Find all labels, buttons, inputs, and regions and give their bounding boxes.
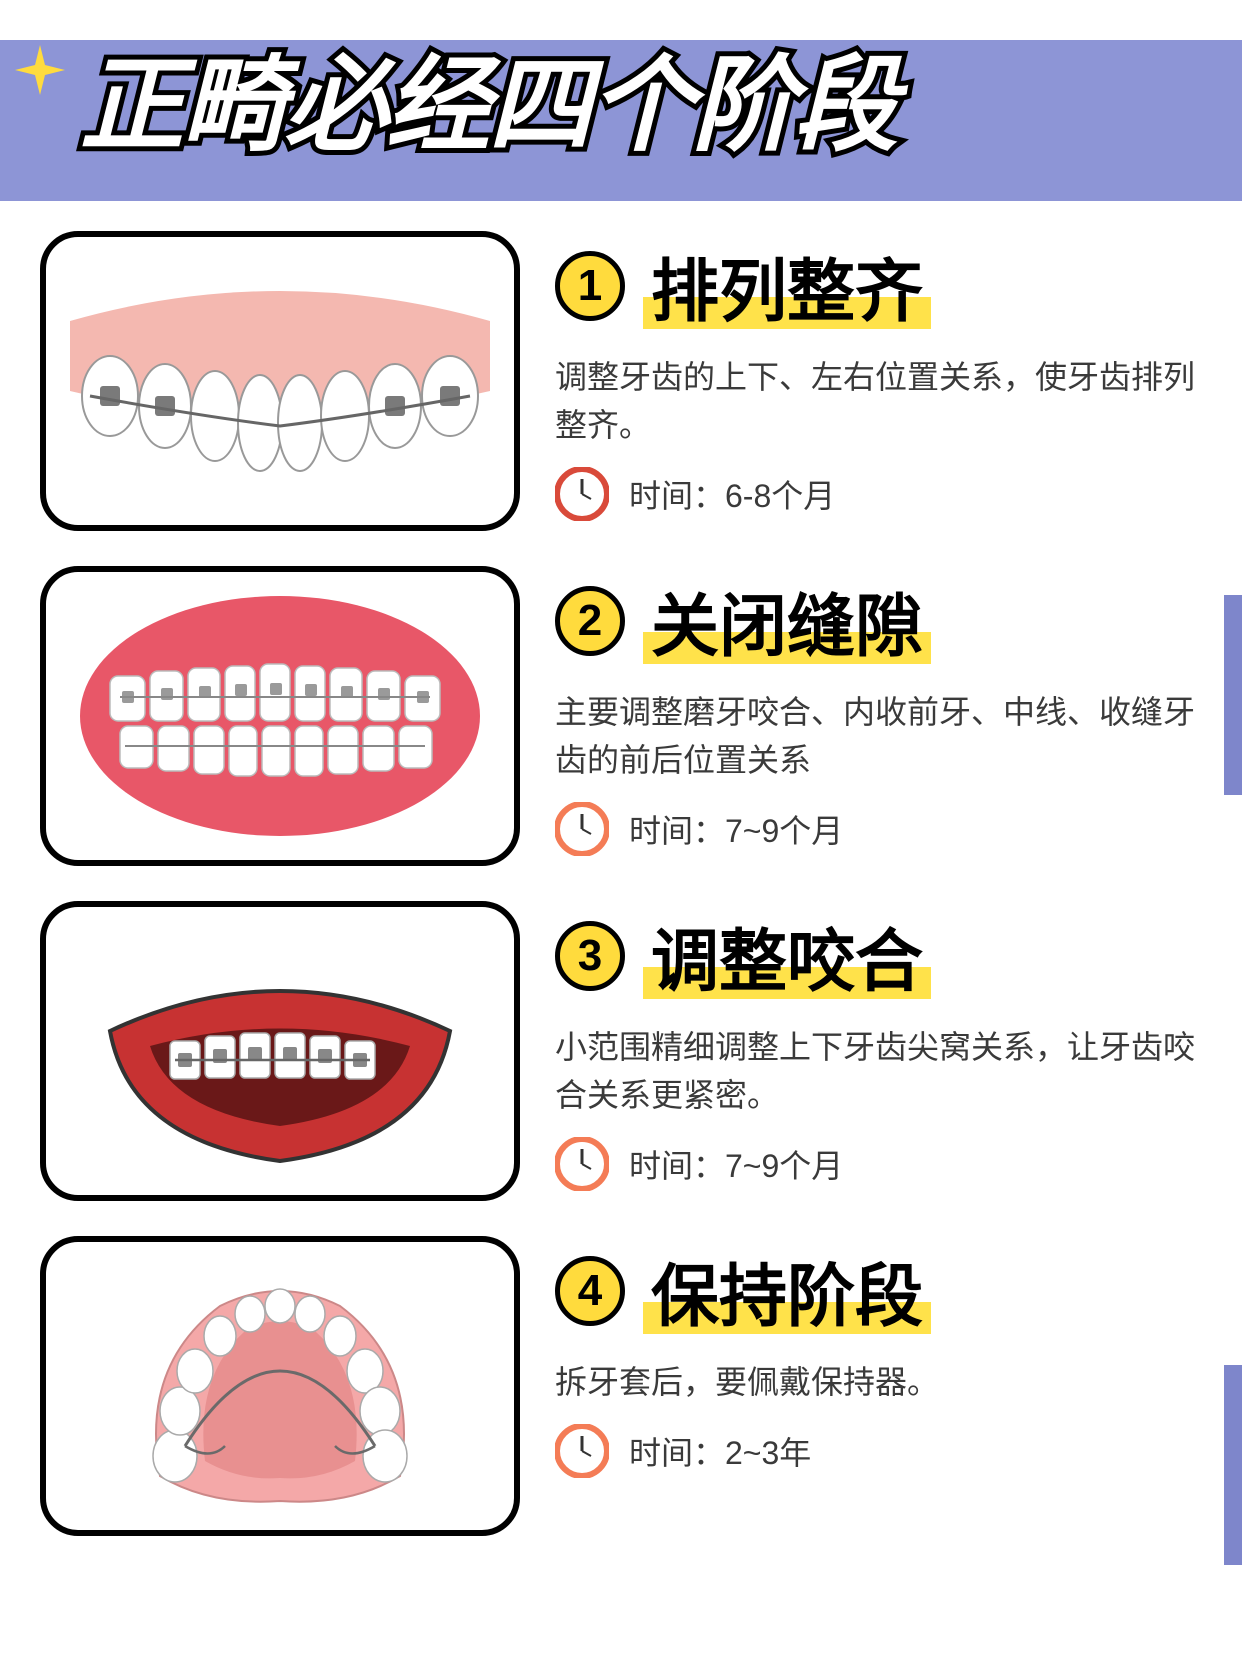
clock-icon: [555, 802, 609, 856]
stage-time-1: 时间：6-8个月: [629, 471, 835, 517]
stage-desc-2: 主要调整磨牙咬合、内收前牙、中线、收缝牙齿的前后位置关系: [555, 688, 1202, 784]
accent-bar-1: [1224, 595, 1242, 795]
stage-number-1: 1: [555, 251, 625, 321]
illustration-4: [40, 1236, 520, 1536]
illustration-2: [40, 566, 520, 866]
stage-3: 3 调整咬合 小范围精细调整上下牙齿尖窝关系，让牙齿咬合关系更紧密。 时间：7~…: [40, 901, 1202, 1201]
stages-container: 1 排列整齐 调整牙齿的上下、左右位置关系，使牙齿排列整齐。 时间：6-8个月: [0, 201, 1242, 1591]
stage-number-3: 3: [555, 921, 625, 991]
clock-icon: [555, 467, 609, 521]
stage-desc-1: 调整牙齿的上下、左右位置关系，使牙齿排列整齐。: [555, 353, 1202, 449]
stage-title-3: 调整咬合: [643, 906, 931, 1005]
stage-1: 1 排列整齐 调整牙齿的上下、左右位置关系，使牙齿排列整齐。 时间：6-8个月: [40, 231, 1202, 531]
accent-bar-2: [1224, 1365, 1242, 1565]
stage-2: 2 关闭缝隙 主要调整磨牙咬合、内收前牙、中线、收缝牙齿的前后位置关系 时间：7…: [40, 566, 1202, 866]
stage-title-1: 排列整齐: [643, 236, 931, 335]
illustration-1: [40, 231, 520, 531]
illustration-3: [40, 901, 520, 1201]
clock-icon: [555, 1137, 609, 1191]
clock-icon: [555, 1424, 609, 1478]
stage-title-2: 关闭缝隙: [643, 571, 931, 670]
stage-4: 4 保持阶段 拆牙套后，要佩戴保持器。 时间：2~3年: [40, 1236, 1202, 1536]
stage-time-2: 时间：7~9个月: [629, 806, 843, 852]
stage-number-4: 4: [555, 1256, 625, 1326]
stage-number-2: 2: [555, 586, 625, 656]
stage-title-4: 保持阶段: [643, 1241, 931, 1340]
stage-desc-3: 小范围精细调整上下牙齿尖窝关系，让牙齿咬合关系更紧密。: [555, 1023, 1202, 1119]
header: 正畸必经四个阶段: [0, 0, 1242, 201]
sparkle-icon: [15, 45, 65, 95]
stage-desc-4: 拆牙套后，要佩戴保持器。: [555, 1358, 1202, 1406]
stage-time-4: 时间：2~3年: [629, 1428, 811, 1474]
stage-time-3: 时间：7~9个月: [629, 1141, 843, 1187]
page-title: 正畸必经四个阶段: [80, 20, 1212, 171]
